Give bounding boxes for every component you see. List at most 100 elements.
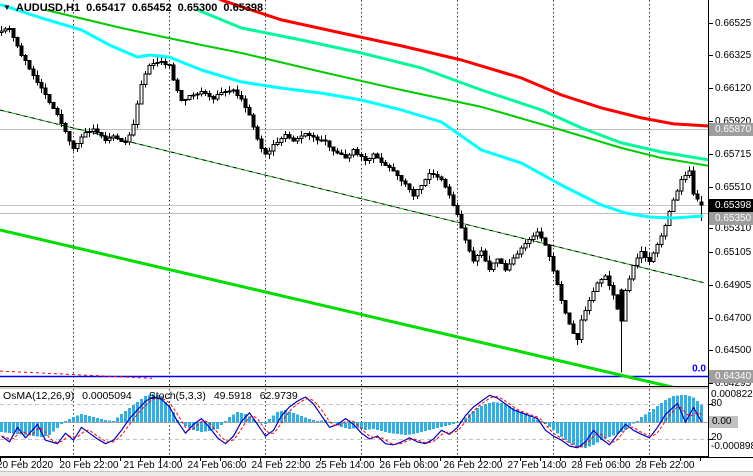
candle-up <box>531 232 536 243</box>
osma-bar <box>80 414 83 422</box>
panel-splitter[interactable] <box>0 387 709 389</box>
candle-body <box>279 137 284 143</box>
candle-up <box>199 87 204 97</box>
price-tick-label: 0.65310 <box>715 223 752 234</box>
time-axis[interactable]: 20 Feb 2020 20 Feb 22:00 21 Feb 14:00 24 Fe… <box>0 457 753 471</box>
price-axis[interactable]: 0.0008226 80 0.00 20 -0.0008986 0.66525 0… <box>708 0 753 457</box>
candle-body <box>423 179 428 186</box>
osma-bar <box>152 393 155 422</box>
candle-up <box>143 71 148 88</box>
osma-bar <box>88 416 91 422</box>
candle-down <box>343 149 348 159</box>
candle-body <box>615 294 620 310</box>
price-tick-mark <box>709 187 713 188</box>
time-axis-label: 20 Feb 2020 <box>0 460 54 471</box>
candle-body <box>15 37 20 47</box>
price-chart-canvas[interactable]: 0.0 <box>0 0 709 389</box>
candle-body <box>647 256 652 262</box>
candle-body <box>139 84 144 105</box>
osma-bar <box>96 418 99 422</box>
osma-bar <box>580 422 583 448</box>
candle-down <box>179 90 184 102</box>
candle-up <box>635 253 640 269</box>
osma-bar <box>448 422 451 425</box>
stoch-main-line <box>1 394 703 449</box>
candle-body <box>195 93 200 96</box>
candle-body <box>107 137 112 141</box>
candle-down <box>435 171 440 181</box>
candle-body <box>343 154 348 159</box>
candle-body <box>403 180 408 185</box>
ma-cyan-line[interactable] <box>0 3 703 220</box>
candle-up <box>151 58 156 70</box>
trendline-thick-green[interactable] <box>0 228 677 389</box>
candle-down <box>455 202 460 217</box>
candle-body <box>675 190 680 201</box>
time-axis-label: 26 Feb 06:00 <box>379 460 439 471</box>
price-tick-label: 0.65510 <box>715 182 752 193</box>
time-axis-label: 28 Feb 06:00 <box>571 460 631 471</box>
osma-bar <box>404 422 407 436</box>
osma-bar <box>416 422 419 433</box>
osma-bar <box>168 407 171 422</box>
ma-red-line[interactable] <box>218 0 710 128</box>
osma-bar <box>372 422 375 429</box>
candle-body <box>27 60 32 70</box>
candle-up <box>79 134 84 148</box>
candle-up <box>599 278 604 287</box>
candle-body <box>163 61 168 66</box>
osma-bar <box>568 422 571 444</box>
ma-lime-line[interactable] <box>44 8 710 167</box>
osma-bar <box>4 422 7 433</box>
symbol-dropdown-icon[interactable]: ▼ <box>3 3 11 12</box>
osma-bar <box>300 416 303 422</box>
candle-body <box>295 137 300 142</box>
ma-springgreen-line[interactable] <box>196 8 710 162</box>
osma-bar <box>644 414 647 422</box>
osma-bar <box>540 421 543 422</box>
candle-up <box>275 137 280 146</box>
candle-body <box>199 90 204 95</box>
osma-bar <box>632 422 635 424</box>
trendline-dashed-green[interactable] <box>0 109 705 284</box>
candle-down <box>615 293 620 310</box>
osma-bar <box>656 406 659 422</box>
stoch-signal-line <box>1 396 702 448</box>
candle-up <box>591 287 596 303</box>
osma-bar <box>232 414 235 422</box>
candle-up <box>347 152 352 163</box>
candle-down <box>11 27 16 42</box>
osma-bar <box>444 422 447 426</box>
time-axis-label: 25 Feb 14:00 <box>315 460 375 471</box>
candle-down <box>391 163 396 172</box>
candle-up <box>231 88 236 94</box>
candle-up <box>651 251 656 263</box>
osma-bar <box>392 422 395 434</box>
chart-background <box>0 0 709 389</box>
candle-body <box>135 103 140 126</box>
osma-bar <box>12 422 15 434</box>
candle-body <box>619 289 624 322</box>
osma-bar <box>260 422 263 423</box>
red-dashed-segment[interactable] <box>0 370 153 379</box>
candle-down <box>23 54 28 66</box>
candle-body <box>503 263 508 271</box>
candle-body <box>523 242 528 249</box>
osma-bar <box>320 420 323 422</box>
osma-bar <box>364 422 367 430</box>
osma-bar <box>292 413 295 422</box>
candle-body <box>291 137 296 142</box>
candle-up <box>155 57 160 67</box>
candle-body <box>527 239 532 244</box>
candle-down <box>647 252 652 266</box>
indicator-canvas[interactable] <box>0 389 709 457</box>
osma-bar <box>24 422 27 436</box>
candle-down <box>15 36 20 48</box>
time-axis-label: 26 Feb 22:00 <box>443 460 503 471</box>
candle-body <box>475 255 480 262</box>
candle-down <box>323 135 328 146</box>
candle-body <box>487 260 492 270</box>
osma-bar <box>640 417 643 422</box>
candle-down <box>383 159 388 167</box>
